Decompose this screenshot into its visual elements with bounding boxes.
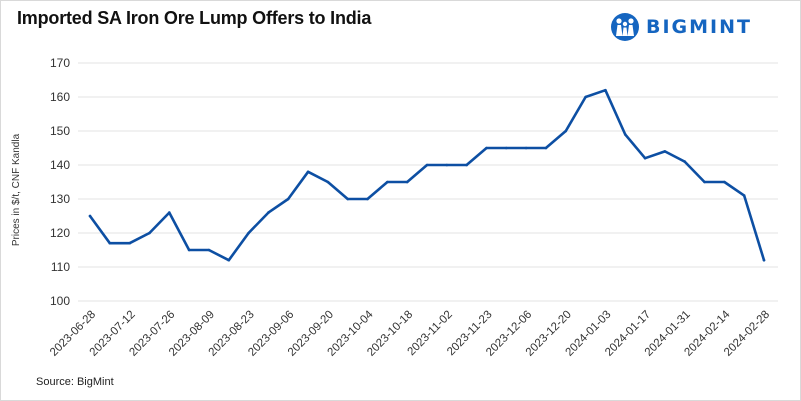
- y-tick-label: 130: [50, 192, 70, 206]
- y-tick-label: 120: [50, 226, 70, 240]
- data-point: [326, 180, 330, 184]
- price-series-line: [88, 88, 766, 262]
- logo-text: BIGMINT: [646, 16, 752, 38]
- data-point: [604, 88, 607, 92]
- data-point: [564, 129, 568, 133]
- data-point: [425, 163, 429, 167]
- data-point: [128, 241, 131, 245]
- y-tick-label: 110: [51, 260, 70, 274]
- data-point: [465, 163, 468, 167]
- y-tick-label: 150: [50, 124, 70, 138]
- y-tick-label: 160: [50, 90, 70, 104]
- data-point: [227, 258, 231, 262]
- data-point: [643, 156, 647, 160]
- y-tick-labels: 100 110 120 130 140 150 160 170: [50, 56, 70, 308]
- data-point: [544, 146, 548, 150]
- data-point: [623, 133, 627, 136]
- bigmint-logo: BIGMINT: [610, 12, 752, 42]
- data-point: [207, 248, 211, 252]
- data-point: [386, 180, 389, 184]
- data-point: [663, 150, 667, 153]
- data-point: [742, 194, 746, 197]
- data-point: [306, 170, 310, 174]
- data-point: [584, 95, 587, 99]
- y-axis-label: Prices in $/t, CNF Kandla: [11, 133, 22, 246]
- data-point: [346, 197, 350, 201]
- gridlines: [78, 62, 778, 302]
- data-point: [445, 163, 449, 167]
- data-point: [524, 146, 528, 150]
- data-point: [187, 248, 191, 252]
- y-tick-label: 100: [50, 294, 70, 308]
- data-point: [723, 180, 726, 184]
- x-tick-labels: 2023-06-282023-07-122023-07-262023-08-09…: [48, 308, 772, 359]
- data-point: [88, 214, 92, 218]
- data-point: [247, 231, 250, 235]
- source-note: Source: BigMint: [36, 376, 114, 388]
- bigmint-logo-icon: [611, 13, 639, 41]
- data-point: [286, 197, 290, 201]
- y-tick-label: 140: [50, 158, 70, 172]
- data-point: [683, 160, 687, 163]
- data-point: [267, 211, 270, 214]
- data-point: [405, 180, 409, 184]
- data-point: [703, 180, 706, 184]
- data-point: [504, 146, 508, 150]
- data-point: [762, 258, 766, 262]
- data-point: [366, 197, 369, 201]
- data-point: [148, 231, 151, 235]
- data-point: [485, 146, 488, 150]
- y-tick-label: 170: [50, 56, 70, 70]
- data-point: [108, 241, 112, 245]
- data-point: [167, 211, 171, 214]
- chart-title: Imported SA Iron Ore Lump Offers to Indi…: [17, 8, 372, 28]
